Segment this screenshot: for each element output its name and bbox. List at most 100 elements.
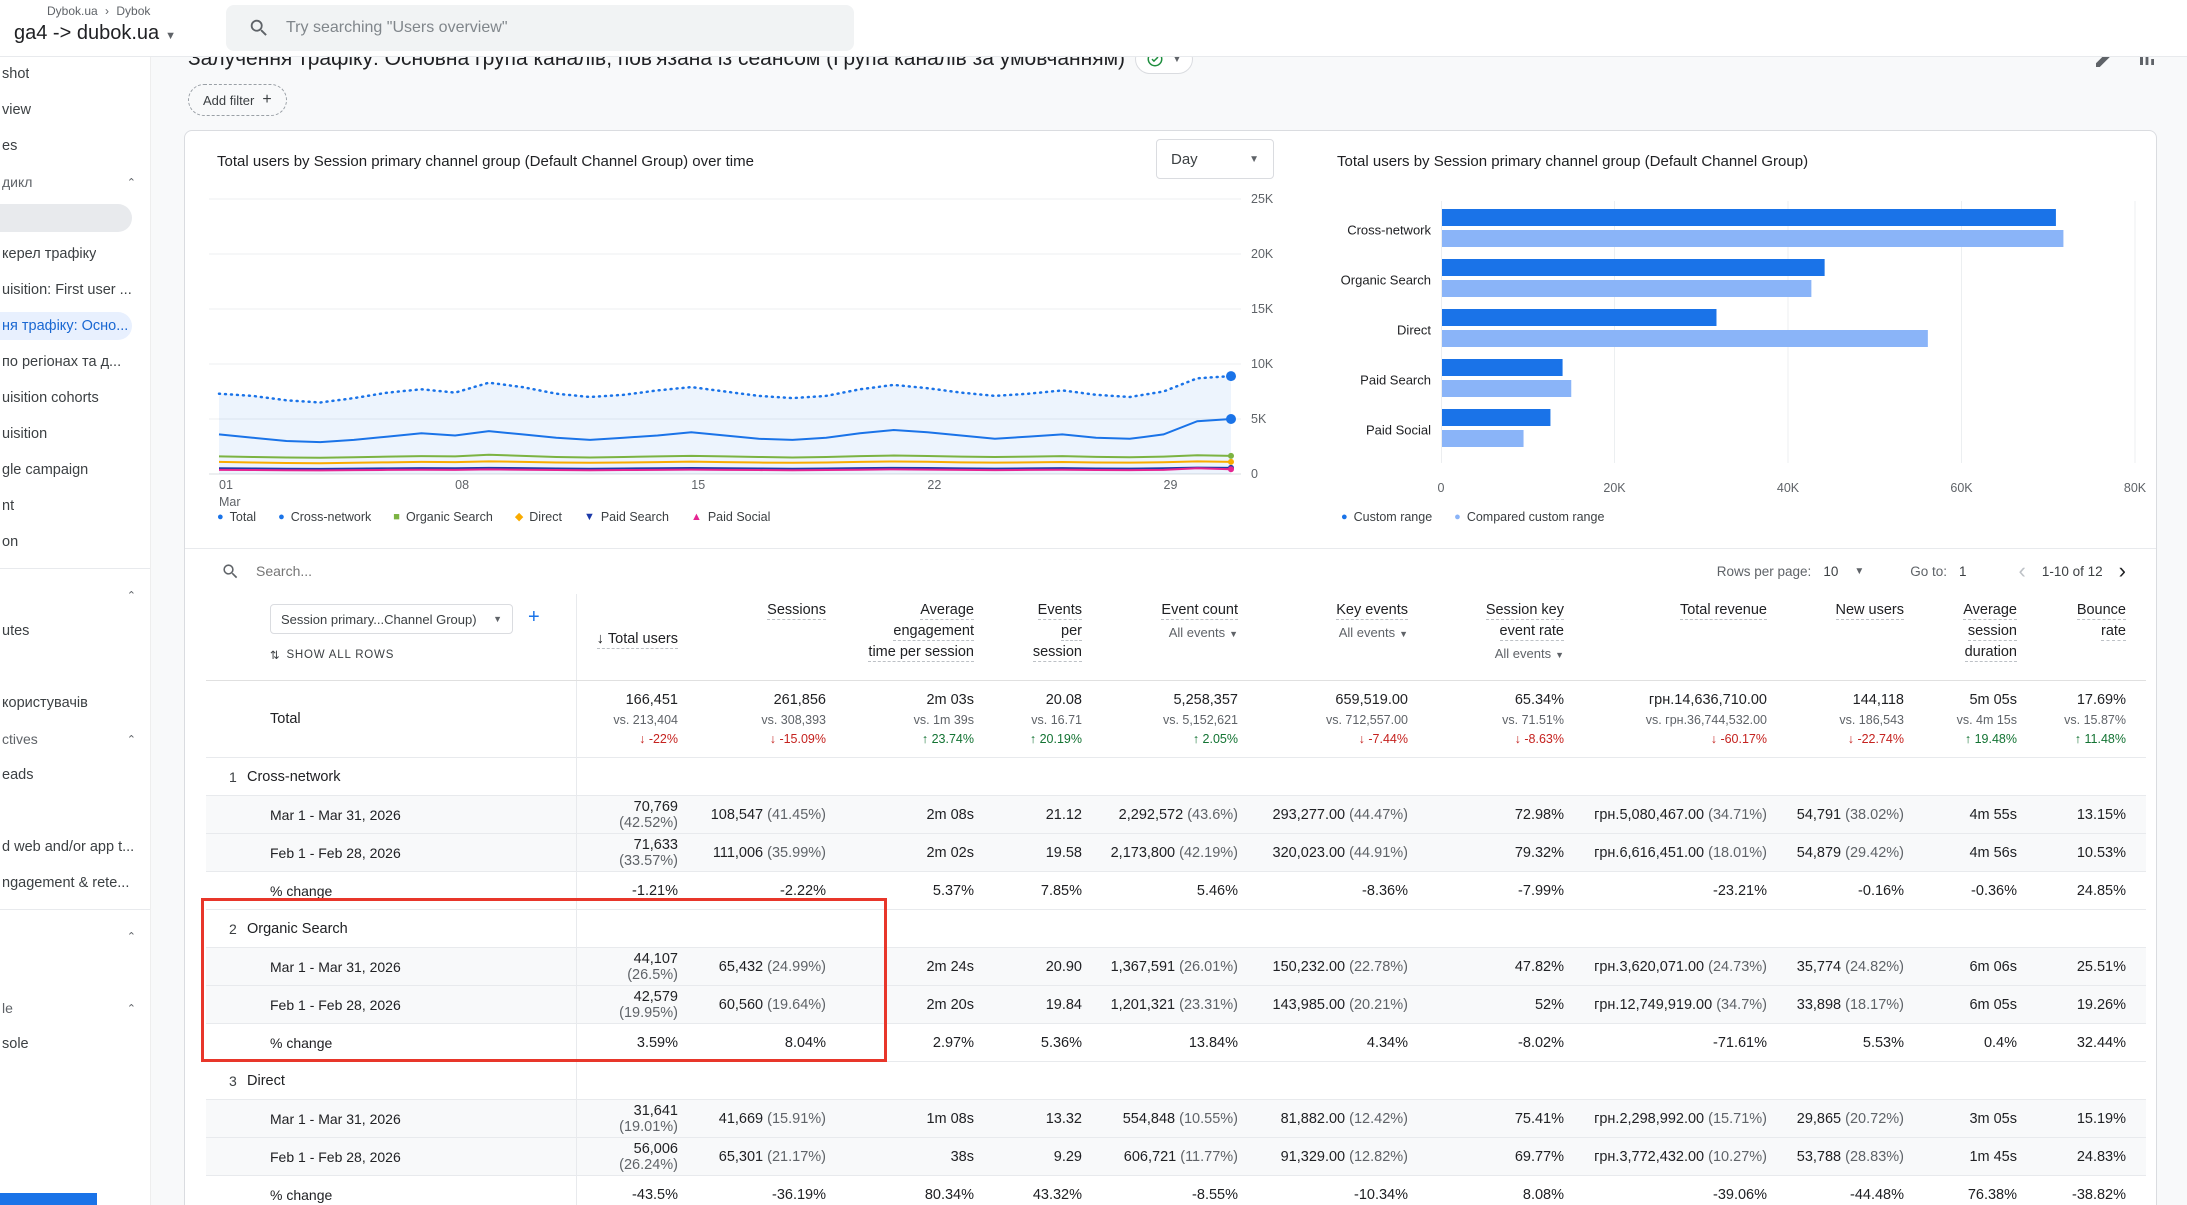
table-row[interactable]: Feb 1 - Feb 28, 2026 56,006 (26.24%) 65,30… <box>206 1138 2146 1176</box>
sidebar-item[interactable]: ngagement & rete... <box>0 865 150 901</box>
chevron-up-icon[interactable]: ⌃ <box>126 176 136 189</box>
sidebar-item[interactable] <box>0 200 150 236</box>
legend-item[interactable]: ■ Organic Search <box>393 510 493 524</box>
channel-group-row[interactable]: 1 Cross-network <box>206 758 2146 796</box>
sidebar-section-header[interactable]: ⌃ <box>0 918 150 954</box>
show-all-rows-button[interactable]: ⇅ SHOW ALL ROWS <box>270 648 394 662</box>
sidebar-section-header[interactable]: ctives ⌃ <box>0 721 150 757</box>
column-header[interactable]: Average engagement time per session <box>846 594 994 665</box>
sidebar-item[interactable]: on <box>0 524 150 560</box>
breadcrumb-account[interactable]: Dybok.ua <box>47 4 98 18</box>
sidebar-section-header[interactable]: дикл ⌃ <box>0 164 150 200</box>
column-subfilter[interactable]: All events ▼ <box>1494 646 1564 661</box>
sidebar-item[interactable]: uisition <box>0 416 150 452</box>
chevron-up-icon[interactable]: ⌃ <box>126 930 136 943</box>
add-filter-button[interactable]: Add filter + <box>188 84 287 116</box>
chevron-up-icon[interactable]: ⌃ <box>126 1002 136 1015</box>
dimension-selector-label: Session primary...Channel Group) <box>281 611 477 627</box>
sidebar-item[interactable]: uisition cohorts <box>0 380 150 416</box>
sidebar-item[interactable]: es <box>0 128 150 164</box>
sidebar-item[interactable]: shot <box>0 56 150 92</box>
column-header[interactable]: Average session duration <box>1924 594 2037 665</box>
sidebar-item[interactable]: utes <box>0 613 150 649</box>
insights-icon[interactable] <box>2135 46 2159 70</box>
column-header[interactable]: ↓ Total users <box>576 594 698 680</box>
sidebar-item[interactable]: користувачів <box>0 685 150 721</box>
table-row[interactable]: % change 3.59% 8.04% 2.97% 5.36% 13.84% 4.34% -… <box>206 1024 2146 1062</box>
sidebar-item[interactable]: по регіонах та д... <box>0 344 150 380</box>
dimension-selector[interactable]: Session primary...Channel Group) ▼ <box>270 604 513 634</box>
column-header[interactable]: Events per session <box>994 594 1102 665</box>
sidebar-item[interactable]: d web and/or app t... <box>0 829 150 865</box>
breadcrumb[interactable]: Dybok.ua › Dybok <box>47 4 150 18</box>
column-header-label: Events <box>1037 602 1082 620</box>
bar-category-label: Organic Search <box>1340 272 1431 288</box>
legend-label: Organic Search <box>405 510 493 524</box>
legend-item[interactable]: ● Compared custom range <box>1454 510 1604 524</box>
customize-report-icon[interactable] <box>2093 46 2117 70</box>
table-search-input[interactable] <box>254 562 558 580</box>
sidebar-item-label: le <box>2 1000 13 1016</box>
chevron-up-icon[interactable]: ⌃ <box>126 589 136 602</box>
legend-marker-icon: ● <box>1454 511 1461 523</box>
chevron-down-icon[interactable]: ▼ <box>1172 53 1182 65</box>
sidebar-item[interactable]: gle campaign <box>0 452 150 488</box>
table-row[interactable]: Feb 1 - Feb 28, 2026 42,579 (19.95%) 60,56… <box>206 986 2146 1024</box>
sidebar-item[interactable]: uisition: First user ... <box>0 272 150 308</box>
sidebar-item[interactable]: view <box>0 92 150 128</box>
legend-item[interactable]: ● Cross-network <box>278 510 371 524</box>
rows-per-page-value[interactable]: 10 <box>1823 563 1839 579</box>
line-chart[interactable] <box>209 191 1241 481</box>
bar-chart[interactable] <box>1441 201 2141 473</box>
metric-cell: 44,107 (26.5%) <box>576 948 698 985</box>
table-row[interactable]: % change -43.5% -36.19% 80.34% 43.32% -8.55% -… <box>206 1176 2146 1205</box>
sidebar-item[interactable]: nt <box>0 488 150 524</box>
granularity-dropdown[interactable]: Day ▼ <box>1156 139 1274 179</box>
chevron-left-icon[interactable]: ‹ <box>2018 558 2026 583</box>
legend-item[interactable]: ▼ Paid Search <box>584 510 669 524</box>
sidebar-section-header[interactable]: le ⌃ <box>0 990 150 1026</box>
property-selector[interactable]: ga4 -> dubok.ua ▼ <box>14 22 176 45</box>
column-header[interactable]: Event count All events ▼ <box>1102 594 1258 640</box>
chevron-up-icon[interactable]: ⌃ <box>126 733 136 746</box>
sidebar-section-header[interactable]: ⌃ <box>0 577 150 613</box>
column-header[interactable]: Bounce rate <box>2037 594 2146 644</box>
sidebar-item-label: ngagement & rete... <box>2 875 130 891</box>
legend-item[interactable]: ● Custom range <box>1341 510 1432 524</box>
table-row[interactable]: Mar 1 - Mar 31, 2026 31,641 (19.01%) 41,66… <box>206 1100 2146 1138</box>
table-row[interactable]: Mar 1 - Mar 31, 2026 70,769 (42.52%) 108,5… <box>206 796 2146 834</box>
totals-cell: грн.14,636,710.00 vs. грн.36,744,532.00 ↓ … <box>1645 692 1767 746</box>
channel-group-row[interactable]: 3 Direct <box>206 1062 2146 1100</box>
column-header[interactable]: Key events All events ▼ <box>1258 594 1428 640</box>
channel-group-row[interactable]: 2 Organic Search <box>206 910 2146 948</box>
column-header[interactable]: Sessions <box>698 594 846 623</box>
add-filter-label: Add filter <box>203 92 255 108</box>
legend-item[interactable]: ▲ Paid Social <box>691 510 770 524</box>
sidebar-item[interactable]: ня трафіку: Осно... <box>0 308 150 344</box>
metric-cell: 20.90 <box>1045 958 1082 975</box>
chevron-right-icon[interactable]: › <box>2118 558 2126 583</box>
sidebar-item[interactable]: eads <box>0 757 150 793</box>
column-subfilter[interactable]: All events ▼ <box>1338 625 1408 640</box>
column-header[interactable]: New users <box>1787 594 1924 623</box>
global-search-input[interactable] <box>284 18 808 38</box>
metric-cell: 24.83% <box>2076 1148 2126 1165</box>
global-search[interactable] <box>226 5 854 51</box>
column-header-label: Event count <box>1161 602 1238 620</box>
metric-cell: 2,173,800 (42.19%) <box>1110 844 1238 861</box>
column-header[interactable]: Total revenue <box>1584 594 1787 623</box>
chevron-down-icon[interactable]: ▼ <box>1854 565 1865 577</box>
sidebar-item[interactable]: sole <box>0 1026 150 1062</box>
table-row[interactable]: % change -1.21% -2.22% 5.37% 7.85% 5.46% -8.36… <box>206 872 2146 910</box>
breadcrumb-org[interactable]: Dybok <box>116 4 151 18</box>
add-dimension-button[interactable]: + <box>528 606 540 628</box>
column-subfilter[interactable]: All events ▼ <box>1168 625 1238 640</box>
goto-value[interactable]: 1 <box>1959 563 1967 579</box>
column-header[interactable]: Session key event rate All events ▼ <box>1428 594 1584 661</box>
table-row[interactable]: Feb 1 - Feb 28, 2026 71,633 (33.57%) 111,0… <box>206 834 2146 872</box>
legend-item[interactable]: ◆ Direct <box>515 510 562 524</box>
table-row[interactable]: Mar 1 - Mar 31, 2026 44,107 (26.5%) 65,432… <box>206 948 2146 986</box>
table-search[interactable] <box>221 562 1717 581</box>
legend-item[interactable]: ● Total <box>217 510 256 524</box>
sidebar-item[interactable]: керел трафіку <box>0 236 150 272</box>
